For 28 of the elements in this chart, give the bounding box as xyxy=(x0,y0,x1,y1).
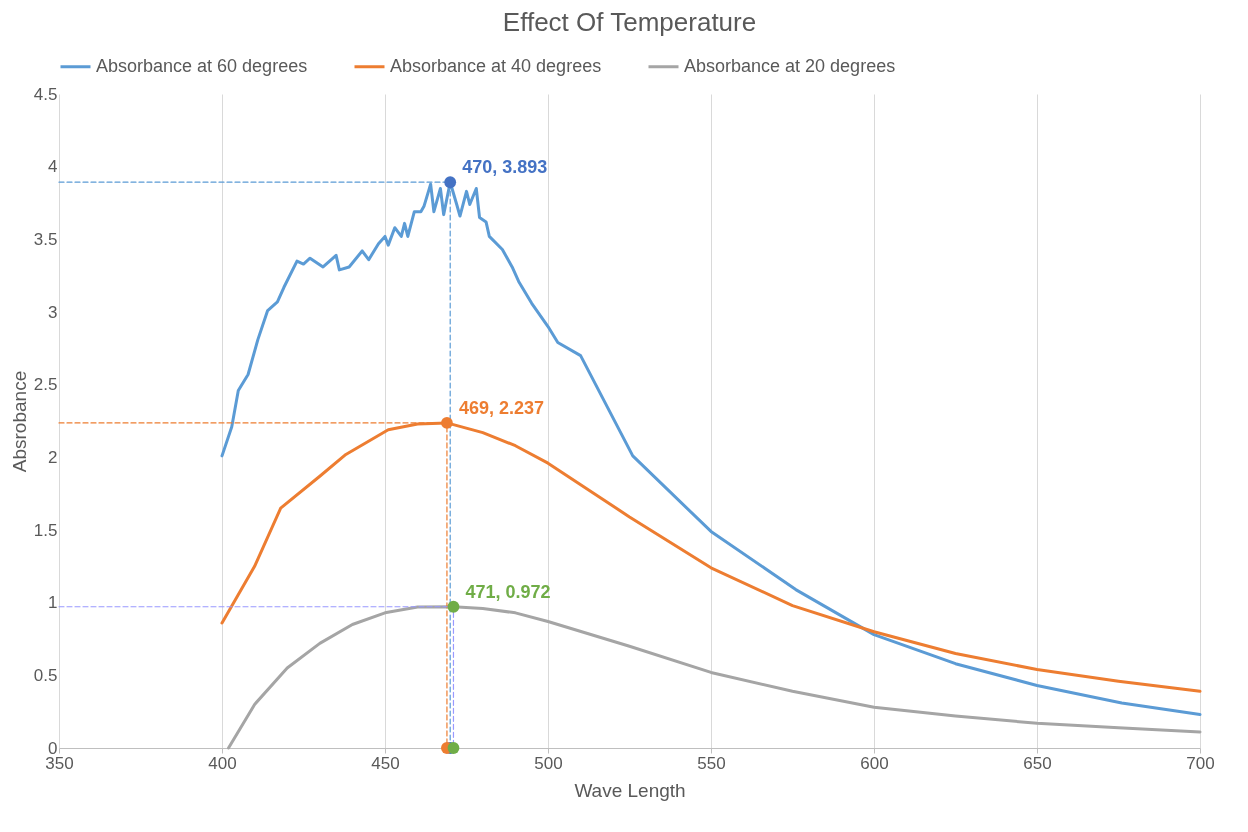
annotation: 471, 0.972 xyxy=(465,581,551,602)
y-tick-label: 1.5 xyxy=(33,520,58,540)
x-axis-title: Wave Length xyxy=(574,779,686,801)
chart-title: Effect Of Temperature xyxy=(502,7,757,37)
x-tick-label: 700 xyxy=(1186,753,1215,773)
annotation: 469, 2.237 xyxy=(458,397,545,418)
y-tick-label: 2.5 xyxy=(33,375,58,395)
point xyxy=(444,176,457,189)
y-tick-label: 1 xyxy=(48,593,58,613)
point xyxy=(447,600,460,613)
y-tick-label: 4.5 xyxy=(33,84,58,104)
x-tick-label: 650 xyxy=(1023,753,1052,773)
x-tick-label: 550 xyxy=(697,753,726,773)
y-tick-label: 0.5 xyxy=(33,665,58,685)
x-tick-label: 450 xyxy=(371,753,400,773)
annotation: 470, 3.893 xyxy=(462,157,548,178)
y-axis-title: Absrobance xyxy=(8,370,30,473)
legend-label: Absorbance at 60 degrees xyxy=(96,55,308,76)
x-tick-label: 600 xyxy=(860,753,889,773)
y-tick-label: 3 xyxy=(48,302,58,322)
y-tick-label: 4 xyxy=(48,157,58,177)
y-tick-label: 3.5 xyxy=(33,229,58,249)
legend-label: Absorbance at 40 degrees xyxy=(390,55,602,76)
point xyxy=(441,416,453,429)
legend-label: Absorbance at 20 degrees xyxy=(684,55,896,76)
x-tick-label: 400 xyxy=(208,753,237,773)
x-tick-label: 500 xyxy=(534,753,563,773)
y-tick-label: 2 xyxy=(48,447,58,467)
